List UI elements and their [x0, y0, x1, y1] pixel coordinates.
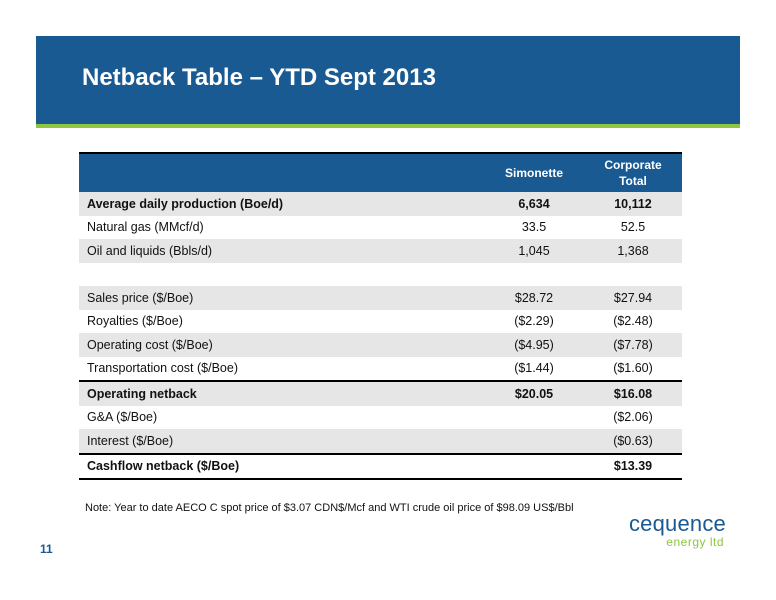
row-label: Sales price ($/Boe)	[79, 286, 484, 310]
row-corporate: ($2.48)	[613, 314, 653, 329]
row-simonette: 1,045	[484, 239, 584, 263]
row-simonette: $28.72	[484, 286, 584, 310]
row-corporate: ($0.63)	[584, 429, 682, 454]
table-row: Operating cost ($/Boe) ($4.95) ($7.78)	[79, 333, 682, 357]
row-label	[79, 263, 484, 287]
slide-title: Netback Table – YTD Sept 2013	[82, 64, 436, 91]
row-label: Operating netback	[79, 380, 484, 406]
netback-table: Simonette Corporate Total Average daily p…	[79, 152, 682, 480]
table-row: Average daily production (Boe/d) 6,634 1…	[79, 192, 682, 216]
title-banner	[36, 36, 740, 124]
table-row: Natural gas (MMcf/d) 33.5 52.5	[79, 216, 682, 240]
row-corporate: ($2.06)	[613, 410, 653, 425]
table-row-operating-netback: Operating netback $20.05 $16.08	[79, 380, 682, 406]
company-logo: cequence energy ltd	[616, 512, 726, 552]
row-simonette: $20.05	[484, 380, 584, 406]
row-simonette: ($2.29)	[514, 314, 554, 329]
table-header-row: Simonette Corporate Total	[79, 152, 682, 192]
header-label	[79, 152, 484, 192]
row-corporate: 1,368	[584, 239, 682, 263]
row-simonette: 6,634	[484, 192, 584, 216]
header-corporate-total: Corporate Total	[584, 152, 682, 192]
row-label: Average daily production (Boe/d)	[79, 192, 484, 216]
row-corporate	[584, 263, 682, 287]
row-simonette	[484, 406, 584, 430]
table-row: G&A ($/Boe) ($2.06)	[79, 406, 682, 430]
row-label: Cashflow netback ($/Boe)	[79, 452, 484, 480]
row-corporate: $16.08	[584, 380, 682, 406]
row-simonette: ($1.44)	[514, 361, 554, 376]
row-corporate: ($7.78)	[584, 333, 682, 357]
row-corporate: $27.94	[584, 286, 682, 310]
row-simonette: ($4.95)	[484, 333, 584, 357]
row-label: Royalties ($/Boe)	[87, 314, 183, 329]
row-label: Operating cost ($/Boe)	[79, 333, 484, 357]
row-label: Natural gas (MMcf/d)	[87, 220, 204, 235]
row-label: Oil and liquids (Bbls/d)	[79, 239, 484, 263]
row-simonette	[484, 263, 584, 287]
row-corporate: 10,112	[584, 192, 682, 216]
table-row: Oil and liquids (Bbls/d) 1,045 1,368	[79, 239, 682, 263]
footnote: Note: Year to date AECO C spot price of …	[85, 502, 574, 514]
row-simonette	[484, 452, 584, 480]
row-corporate: ($1.60)	[613, 361, 653, 376]
logo-tagline: energy ltd	[666, 535, 724, 549]
table-row: Transportation cost ($/Boe) ($1.44) ($1.…	[79, 357, 682, 382]
table-row-spacer	[79, 263, 682, 287]
row-simonette	[484, 429, 584, 454]
table-row: Royalties ($/Boe) ($2.29) ($2.48)	[79, 310, 682, 334]
table-row: Sales price ($/Boe) $28.72 $27.94	[79, 286, 682, 310]
table-row: Interest ($/Boe) ($0.63)	[79, 429, 682, 454]
header-simonette: Simonette	[484, 152, 584, 192]
banner-accent-stripe	[36, 124, 740, 128]
row-label: Transportation cost ($/Boe)	[87, 361, 238, 376]
row-corporate: $13.39	[584, 452, 682, 480]
row-simonette: 33.5	[521, 220, 547, 235]
row-corporate: 52.5	[620, 220, 646, 235]
header-corporate-total-text: Corporate Total	[604, 158, 662, 188]
logo-wordmark: cequence	[628, 511, 726, 536]
table-row-cashflow-netback: Cashflow netback ($/Boe) $13.39	[79, 452, 682, 480]
row-label: G&A ($/Boe)	[87, 410, 158, 425]
page-number: 11	[40, 542, 53, 556]
row-label: Interest ($/Boe)	[79, 429, 484, 454]
